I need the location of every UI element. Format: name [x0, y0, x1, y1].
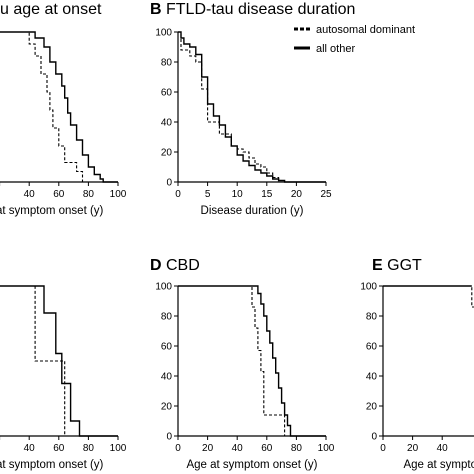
y-tick-label: 60 — [161, 342, 173, 353]
x-tick-label: 60 — [261, 443, 273, 454]
panel-letter: E — [372, 257, 387, 274]
x-tick-label: 10 — [232, 189, 244, 200]
y-tick-label: 40 — [161, 118, 173, 129]
series-line-solid — [0, 31, 118, 183]
series-line-dashed — [0, 285, 118, 437]
y-tick-label: 0 — [371, 432, 377, 443]
x-axis-title: Age at symptom onset (y) — [186, 459, 317, 471]
y-tick-label: 80 — [161, 58, 173, 69]
x-axis-title: at symptom onset (y) — [0, 459, 104, 471]
legend-label: all other — [316, 43, 355, 55]
panel-heading: D CBD — [150, 257, 200, 274]
panel-title: FTLD-tau disease duration — [166, 1, 355, 18]
x-tick-label: 40 — [24, 189, 36, 200]
panel-title: CBD — [166, 257, 200, 274]
x-tick-label: 20 — [202, 443, 214, 454]
series-line-solid — [178, 285, 326, 437]
x-axis-title: Disease duration (y) — [201, 205, 304, 217]
x-tick-label: 15 — [261, 189, 273, 200]
y-tick-label: 40 — [366, 372, 378, 383]
x-tick-label: 40 — [232, 443, 244, 454]
panel-letter: B — [150, 1, 166, 18]
y-tick-label: 100 — [360, 282, 377, 293]
x-tick-label: 25 — [320, 189, 332, 200]
series-line-dashed — [178, 285, 326, 437]
legend-label: autosomal dominant — [316, 24, 415, 36]
y-tick-label: 20 — [161, 402, 173, 413]
y-tick-label: 80 — [161, 312, 173, 323]
y-tick-label: 60 — [366, 342, 378, 353]
x-tick-label: 80 — [83, 189, 95, 200]
panel-heading: E GGT — [372, 257, 422, 274]
x-tick-label: 80 — [83, 443, 95, 454]
series-line-solid — [0, 285, 118, 437]
series-line-dashed — [0, 31, 118, 183]
x-tick-label: 20 — [291, 189, 303, 200]
y-tick-label: 0 — [166, 432, 172, 443]
x-tick-label: 100 — [318, 443, 335, 454]
y-tick-label: 100 — [155, 282, 172, 293]
x-tick-label: 0 — [175, 189, 181, 200]
x-tick-label: 100 — [110, 443, 127, 454]
y-tick-label: 80 — [366, 312, 378, 323]
panel-letter: D — [150, 257, 166, 274]
series-line-solid — [178, 31, 326, 183]
panel-a: u age at onset 40 60 80 100 at symptom onset … — [0, 1, 127, 217]
x-tick-label: 40 — [437, 443, 449, 454]
y-tick-label: 20 — [366, 402, 378, 413]
x-axis-title: Age at symptom — [403, 459, 474, 471]
x-axis-title: at symptom onset (y) — [0, 205, 104, 217]
panel-title: u age at onset — [0, 1, 102, 18]
y-tick-label: 40 — [161, 372, 173, 383]
panel-c: 40 60 80 100 at symptom onset (y) — [0, 285, 127, 471]
x-tick-label: 20 — [407, 443, 419, 454]
y-tick-label: 100 — [155, 28, 172, 39]
panel-e: E GGT 0 20 40 0 20 40 60 80 100 Age at symptom — [360, 257, 474, 471]
series-line-dashed — [383, 285, 474, 308]
x-tick-label: 0 — [380, 443, 386, 454]
panel-b: B FTLD-tau disease duration 0 5 10 15 20 25 0 20… — [150, 1, 415, 217]
x-tick-label: 100 — [110, 189, 127, 200]
x-tick-label: 0 — [175, 443, 181, 454]
y-tick-label: 0 — [166, 178, 172, 189]
x-tick-label: 5 — [205, 189, 211, 200]
y-tick-label: 60 — [161, 88, 173, 99]
panel-heading: B FTLD-tau disease duration — [150, 1, 355, 18]
x-tick-label: 80 — [291, 443, 303, 454]
y-tick-label: 20 — [161, 148, 173, 159]
panel-title: GGT — [387, 257, 422, 274]
x-tick-label: 60 — [53, 443, 65, 454]
panel-heading: u age at onset — [0, 1, 102, 18]
x-tick-label: 60 — [53, 189, 65, 200]
x-tick-label: 40 — [24, 443, 36, 454]
